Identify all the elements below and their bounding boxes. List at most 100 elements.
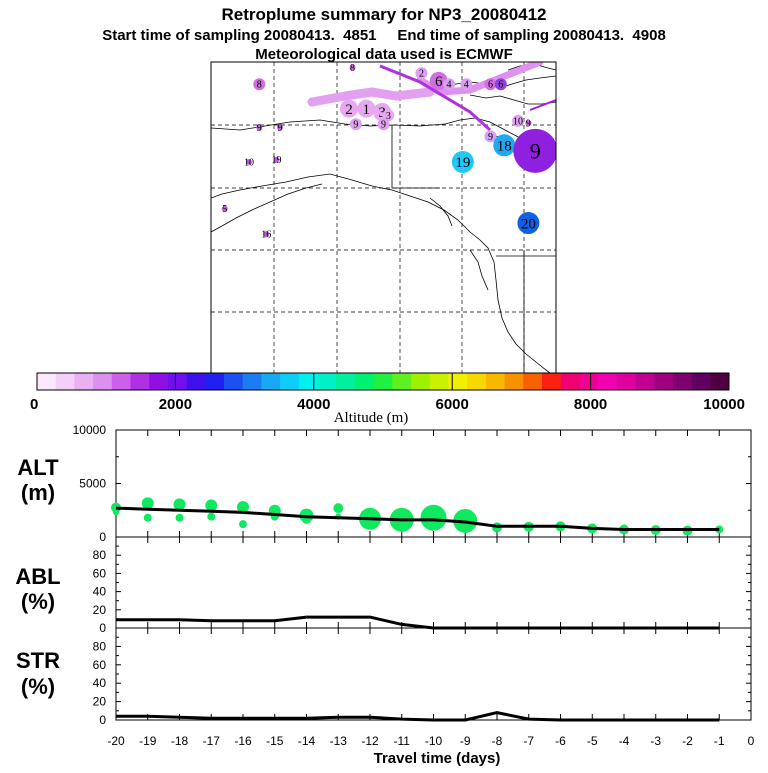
- x-tick-label: -7: [523, 734, 534, 748]
- plume-circle: [357, 99, 376, 118]
- plume-marker: 9: [277, 123, 283, 134]
- colorbar-swatch: [654, 373, 674, 390]
- panel-ylabel-unit: (%): [21, 589, 55, 614]
- colorbar-swatch: [541, 373, 562, 390]
- plume-marker: 8: [349, 63, 356, 74]
- plume-marker: 16: [261, 230, 271, 241]
- plume-label: 18: [497, 139, 512, 155]
- plume-marker: 9: [484, 130, 497, 143]
- plume-path: [416, 62, 544, 96]
- plume-path: [529, 99, 556, 111]
- plume-label: 2: [419, 69, 424, 80]
- altitude-bubble: [420, 504, 447, 531]
- series-line: [115, 506, 720, 531]
- x-tick-label: -13: [330, 734, 348, 748]
- colorbar-swatch: [242, 373, 262, 390]
- colorbar-swatch: [411, 373, 431, 390]
- plume-marker: 6: [494, 78, 507, 91]
- met-data-line: Meteorological data used is ECMWF: [255, 46, 513, 63]
- y-tick-label: 40: [93, 676, 107, 690]
- colorbar-swatch: [616, 373, 636, 390]
- y-tick-label: 0: [99, 530, 106, 544]
- plume-marker: 10: [512, 114, 525, 127]
- panel-ylabel-unit: (m): [21, 480, 55, 505]
- altitude-bubble: [207, 512, 216, 521]
- plume-circle: [273, 156, 280, 163]
- colorbar-swatch: [149, 373, 169, 390]
- colorbar-swatch: [672, 373, 692, 390]
- x-tick-label: -12: [361, 734, 379, 748]
- colorbar-swatch: [373, 373, 393, 390]
- colorbar-swatch: [261, 373, 281, 390]
- coastline: [211, 117, 556, 147]
- plume-circle: [382, 109, 395, 122]
- colorbar-swatch: [37, 373, 57, 390]
- y-tick-label: 0: [99, 713, 106, 727]
- plume-label: 9: [257, 123, 262, 134]
- plume-marker: 19: [272, 155, 282, 166]
- plume-circle: [415, 67, 428, 80]
- colorbar-axis-label: Altitude (m): [334, 410, 409, 426]
- colorbar-swatch: [130, 373, 150, 390]
- plume-marker: 1: [357, 99, 376, 118]
- colorbar-swatch: [298, 373, 318, 390]
- colorbar-swatch: [560, 373, 580, 390]
- colorbar-swatch: [55, 373, 75, 390]
- colorbar-swatch: [336, 373, 356, 390]
- colorbar-swatch: [429, 373, 449, 390]
- y-tick-label: 40: [93, 585, 107, 599]
- colorbar-swatch: [392, 373, 412, 390]
- altitude-bubble: [237, 501, 249, 514]
- colorbar-swatch: [74, 373, 94, 390]
- altitude-bubble: [205, 499, 218, 512]
- colorbar-swatch: [504, 373, 524, 390]
- plume-marker: 5: [221, 204, 228, 215]
- y-tick-label: 20: [93, 695, 107, 709]
- colorbar-swatch: [598, 373, 618, 390]
- border-line: [391, 125, 440, 189]
- time-series-panels: ALT(m)1000050000ABL(%)806040200STR(%)806…: [15, 423, 754, 767]
- panel-abl: ABL(%) 80 60 40 20 0: [15, 536, 752, 635]
- plume-marker: 10: [244, 157, 254, 168]
- colorbar-swatch: [167, 373, 188, 390]
- colorbar-tick-label: 2000: [159, 396, 192, 413]
- colorbar-swatch: [205, 373, 225, 390]
- x-tick-label: -2: [682, 734, 693, 748]
- plume-label: 4: [464, 80, 469, 91]
- plume-label: 9: [530, 139, 541, 164]
- colorbar-tick-label: 4000: [297, 396, 330, 413]
- plume-circle: [494, 78, 507, 91]
- x-tick-label: -11: [394, 734, 411, 748]
- plume-marker: 19: [451, 150, 474, 173]
- plume-circle: [221, 205, 228, 212]
- colorbar-frame: [36, 372, 730, 391]
- y-tick-label: 60: [93, 658, 107, 672]
- plume-label: 9: [488, 132, 493, 143]
- coastline: [469, 94, 556, 105]
- x-tick-label: -9: [460, 734, 471, 748]
- altitude-bubble: [175, 513, 184, 522]
- plume-circle: [377, 118, 390, 131]
- plume-label: 10: [244, 157, 254, 168]
- y-tick-label: 20: [93, 603, 107, 617]
- series-line: [116, 615, 720, 630]
- colorbar-swatch: [186, 373, 206, 390]
- plume-circle: [263, 231, 270, 238]
- colorbar-tick-label: 10000: [703, 396, 745, 413]
- plume-marker: 9: [513, 128, 556, 173]
- plume-label: 19: [455, 155, 470, 171]
- colorbar-swatch: [467, 373, 487, 390]
- panel-frame: [115, 627, 752, 721]
- colorbar-swatch: [635, 373, 655, 390]
- x-tick-label: -16: [234, 734, 252, 748]
- panel-ylabel-unit: (%): [21, 674, 55, 699]
- y-tick-label: 80: [93, 639, 107, 653]
- x-tick-label: -1: [714, 734, 725, 748]
- plume-circle: [517, 212, 540, 235]
- plume-label: 9: [278, 123, 283, 134]
- plume-marker: 8: [253, 78, 266, 91]
- plume-label: 3: [386, 111, 391, 122]
